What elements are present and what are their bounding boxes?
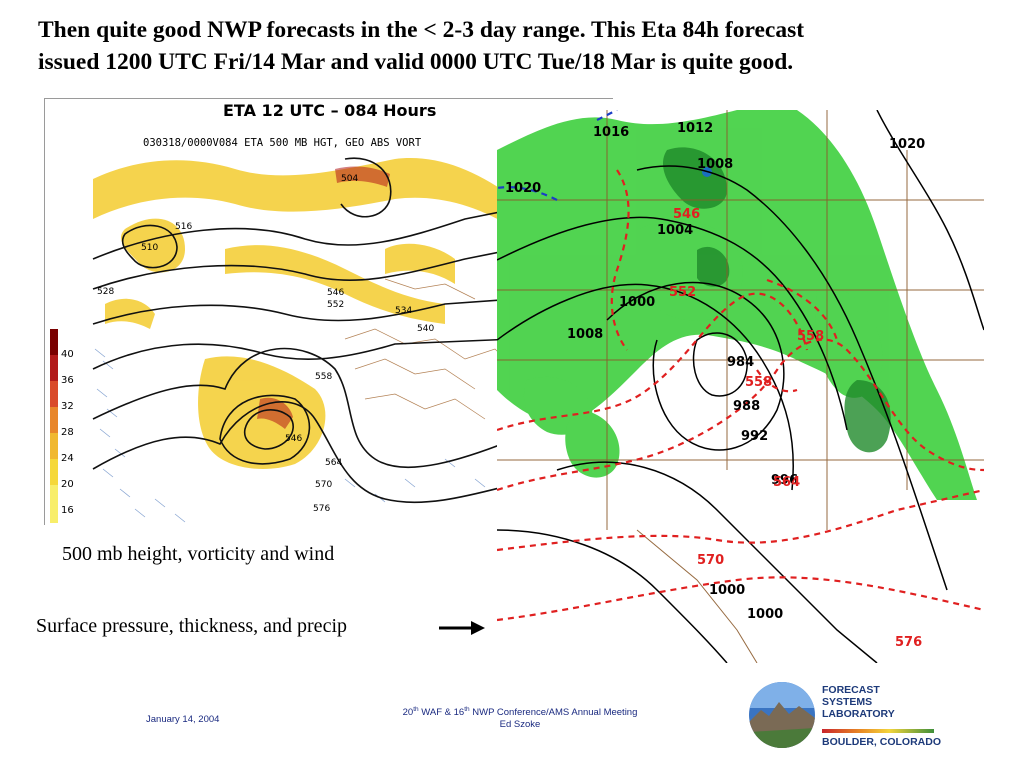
right-arrow-icon <box>439 621 485 635</box>
colorbar-label: 28 <box>61 427 74 438</box>
contour-label: 546 <box>327 288 344 298</box>
isobar-label: 984 <box>727 355 754 370</box>
surface-map: 1016 1012 1020 1008 1004 1000 1008 984 9… <box>497 110 984 663</box>
isobar-label: 996 <box>771 473 798 488</box>
surface-caption: Surface pressure, thickness, and precip <box>36 615 347 637</box>
isobar-label: 1000 <box>709 583 745 598</box>
fsl-logo-bar <box>822 729 934 733</box>
contour-label: 564 <box>325 458 342 468</box>
colorbar-label: 16 <box>61 505 74 516</box>
colorbar-label: 32 <box>61 401 74 412</box>
isobar-label: 988 <box>733 399 760 414</box>
title-line-1: Then quite good NWP forecasts in the < 2… <box>38 17 805 43</box>
surface-map-graphic: 1016 1012 1020 1008 1004 1000 1008 984 9… <box>497 110 984 663</box>
thickness-label: 564 <box>773 475 800 490</box>
thickness-label: 552 <box>669 285 696 300</box>
thickness-label: 546 <box>673 207 700 222</box>
footer-conference-line-1: 20th WAF & 16th NWP Conference/AMS Annua… <box>402 706 638 719</box>
footer-date: January 14, 2004 <box>146 714 220 725</box>
isobar-label: 992 <box>741 429 768 444</box>
isobar-label: 1004 <box>657 223 693 238</box>
isobar-label: 1020 <box>889 137 925 152</box>
footer-author: Ed Szoke <box>499 719 541 731</box>
thickness-label: 558 <box>797 329 824 344</box>
fsl-logo-city: BOULDER, COLORADO <box>822 736 941 748</box>
colorbar-segment <box>50 329 58 355</box>
thickness-label: 570 <box>697 553 724 568</box>
isobar-label: 1008 <box>697 157 733 172</box>
contour-label: 540 <box>417 324 434 334</box>
slide-title: Then quite good NWP forecasts in the < 2… <box>38 14 998 78</box>
contour-label: 552 <box>327 300 344 310</box>
contour-label: 510 <box>141 243 158 253</box>
colorbar-segment <box>50 433 58 459</box>
contour-label: 558 <box>315 372 332 382</box>
isobar-label: 1000 <box>619 295 655 310</box>
title-line-2: issued 1200 UTC Fri/14 Mar and valid 000… <box>38 49 794 75</box>
contour-label: 570 <box>315 480 332 490</box>
colorbar-segment <box>50 485 58 523</box>
colorbar-label: 36 <box>61 375 74 386</box>
upper-air-caption: 500 mb height, vorticity and wind <box>62 543 335 565</box>
isobar-label: 1008 <box>567 327 603 342</box>
colorbar-segment <box>50 459 58 485</box>
isobar-label: 1000 <box>747 607 783 622</box>
colorbar-segment <box>50 381 58 407</box>
contour-label: 534 <box>395 306 412 316</box>
upper-air-map-subtitle: 030318/0000V084 ETA 500 MB HGT, GEO ABS … <box>143 137 422 149</box>
colorbar-segment <box>50 407 58 433</box>
contour-label: 516 <box>175 222 192 232</box>
isobar-label: 1012 <box>677 121 713 136</box>
thickness-label: 558 <box>745 375 772 390</box>
fsl-logo-text: FORECAST SYSTEMS LABORATORY <box>822 684 895 720</box>
contour-label: 546 <box>285 434 302 444</box>
contour-label: 504 <box>341 174 358 184</box>
upper-air-map-title: ETA 12 UTC – 084 Hours <box>223 101 437 120</box>
vorticity-colorbar: 40 36 32 28 24 20 16 <box>50 329 74 524</box>
thickness-label: 576 <box>895 635 922 650</box>
colorbar-segment <box>50 355 58 381</box>
colorbar-label: 40 <box>61 349 74 360</box>
contour-label: 528 <box>97 287 114 297</box>
colorbar-label: 20 <box>61 479 74 490</box>
fsl-logo-image <box>749 682 815 748</box>
footer-conference: 20th WAF & 16th NWP Conference/AMS Annua… <box>370 704 670 731</box>
isobar-label: 1016 <box>593 125 629 140</box>
colorbar-label: 24 <box>61 453 74 464</box>
isobar-label: 1020 <box>505 181 541 196</box>
contour-label: 576 <box>313 504 330 514</box>
